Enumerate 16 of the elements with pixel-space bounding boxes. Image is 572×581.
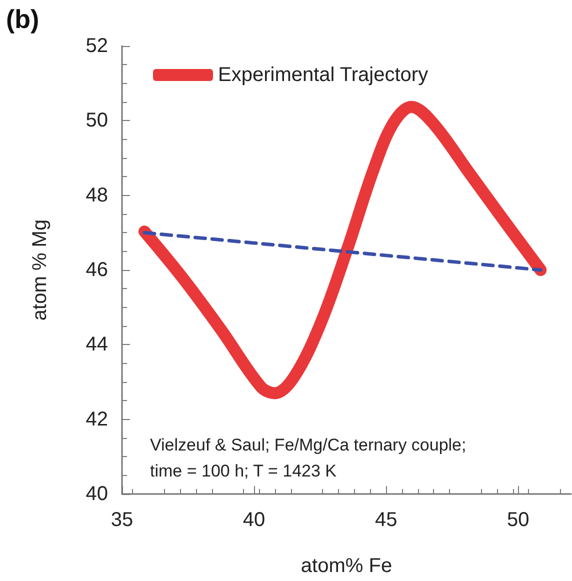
y-tick-label: 52 [86, 35, 108, 57]
text: (b) [6, 4, 40, 34]
y-tick-label: 46 [86, 259, 108, 281]
annotation: Vielzeuf & Saul; Fe/Mg/Ca ternary couple; time = 100 h; T = 1423 K [150, 436, 466, 480]
y-tick-label: 50 [86, 110, 108, 132]
y-tick-label: 40 [86, 483, 108, 505]
x-tick-label: 40 [242, 509, 266, 531]
y-tick-label: 48 [86, 184, 108, 206]
y-axis-title: atom % Mg [29, 219, 51, 321]
y-tick-label: 44 [86, 334, 108, 356]
x-axis-title: atom% Fe [300, 555, 392, 577]
x-tick-label: 35 [110, 509, 134, 531]
x-tick-label: 50 [507, 509, 530, 531]
x-tick-label: 45 [374, 509, 398, 531]
y-tick-label: 42 [86, 408, 108, 430]
legend-label: Experimental Trajectory [218, 64, 428, 86]
